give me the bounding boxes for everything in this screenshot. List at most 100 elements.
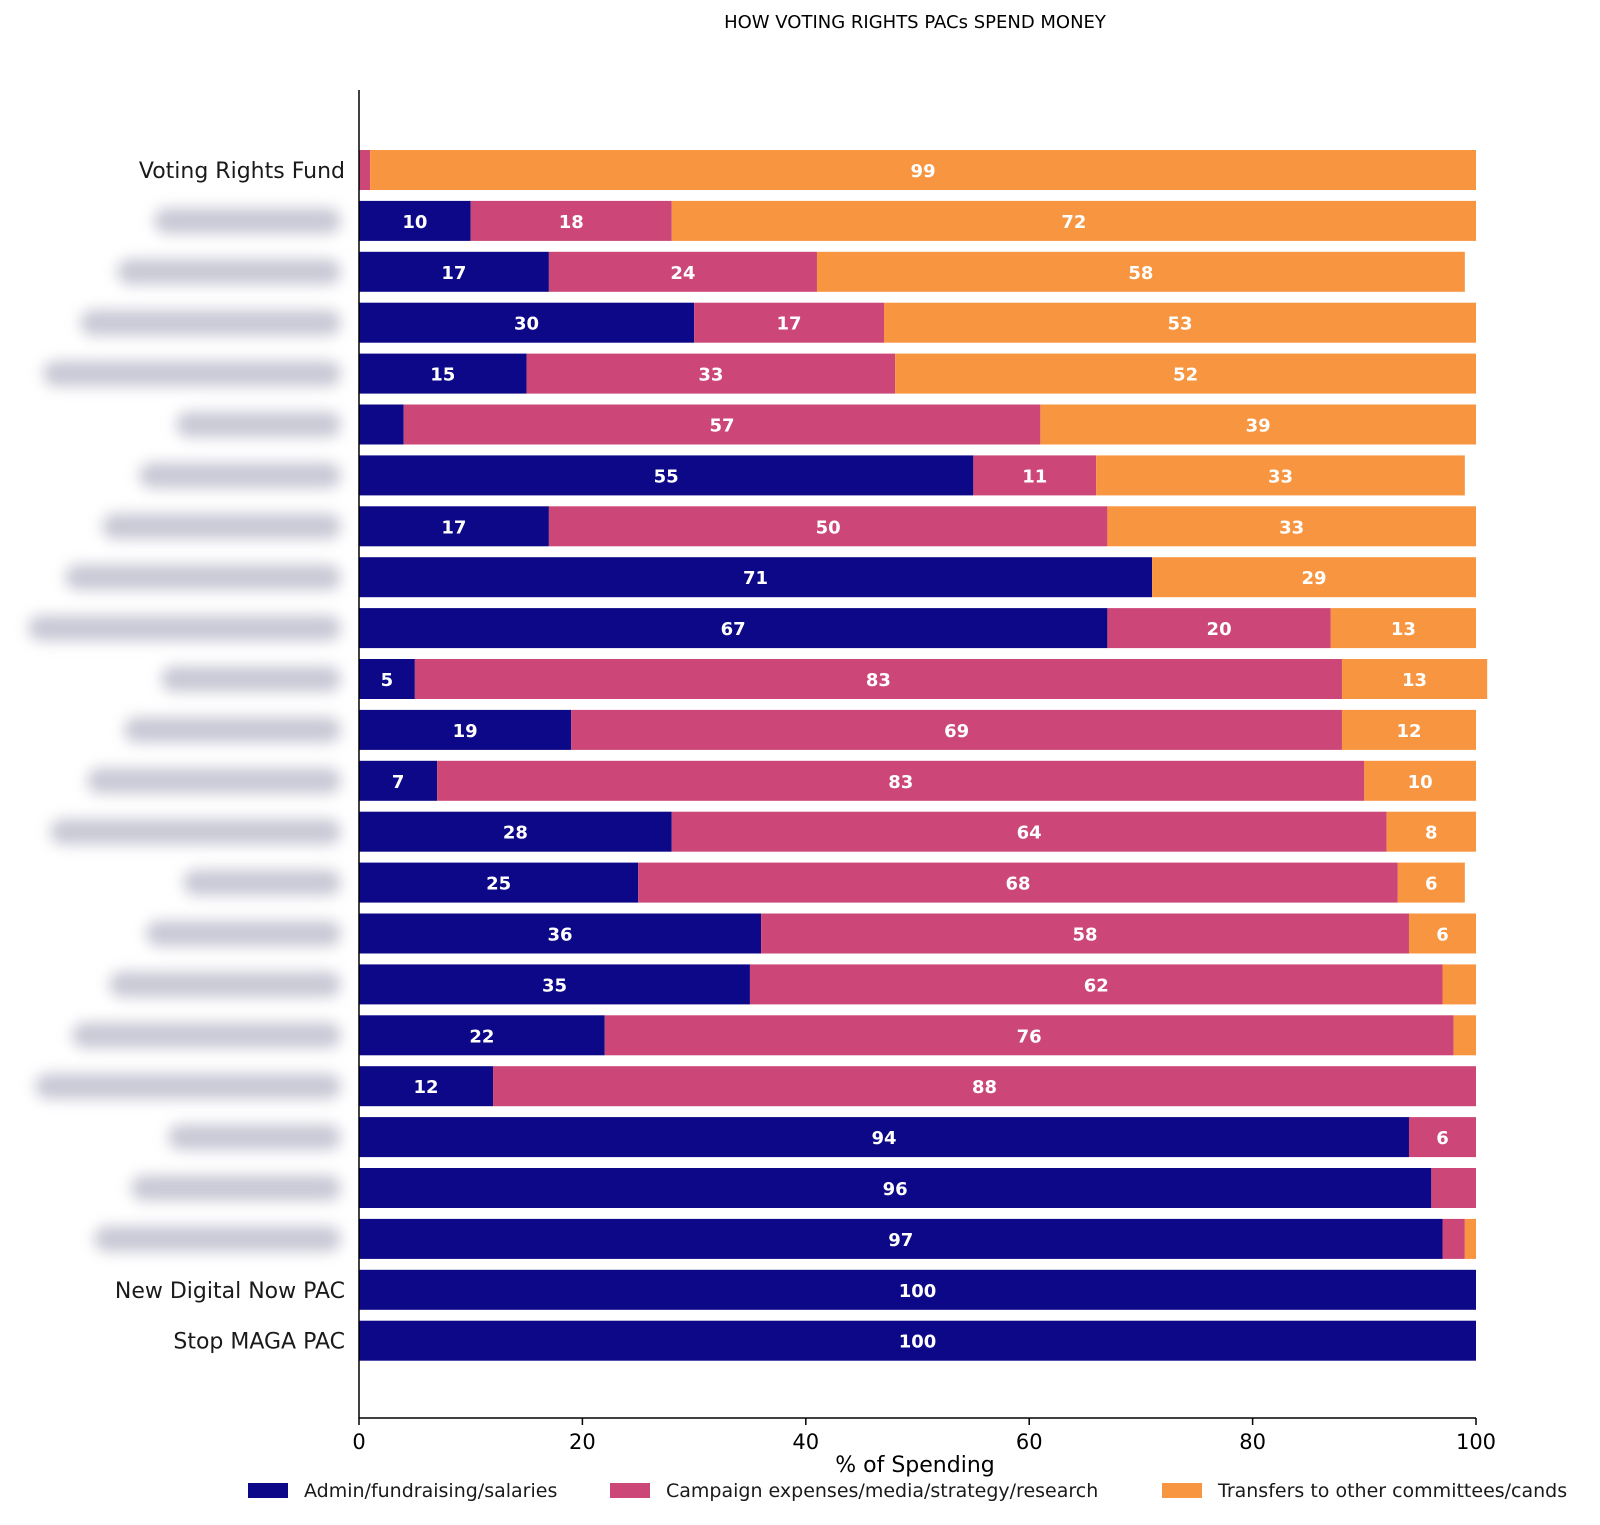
x-axis-label: % of Spending: [835, 1453, 995, 1478]
bar-segment-1-row-17: [359, 964, 750, 1005]
bar-segment-1-row-18: [359, 1015, 605, 1056]
data-label: 96: [883, 1179, 908, 1200]
data-label: 50: [816, 517, 841, 538]
data-label: 55: [654, 466, 679, 487]
data-label: 72: [1061, 212, 1086, 233]
bar-segment-2-row-14: [671, 811, 1387, 852]
data-label: 71: [743, 568, 768, 589]
bar-segment-2-row-5: [526, 353, 896, 394]
bar-segment-1-row-9: [359, 557, 1153, 598]
x-tick-label: 40: [792, 1430, 819, 1454]
data-label: 68: [1005, 874, 1030, 895]
bar-segment-2-row-15: [638, 862, 1398, 903]
data-label: 99: [911, 161, 936, 182]
category-label-redacted: [168, 1124, 341, 1151]
bar-segment-3-row-10: [1330, 608, 1476, 649]
bar-segment-3-row-5: [895, 353, 1476, 394]
data-label: 22: [469, 1026, 494, 1047]
data-label: 52: [1173, 365, 1198, 386]
data-label: 94: [871, 1128, 896, 1149]
legend: Admin/fundraising/salaries Campaign expen…: [248, 1480, 1567, 1502]
bar-segment-3-row-4: [883, 302, 1476, 343]
bar-segment-1-row-20: [359, 1117, 1409, 1158]
bar-segment-3-row-9: [1152, 557, 1476, 598]
data-label: 30: [514, 314, 539, 335]
legend-entry: Admin/fundraising/salaries: [304, 1480, 557, 1502]
bar-segment-1-row-7: [359, 455, 974, 496]
bar-segment-2-row-1: [359, 150, 371, 190]
bar-segment-1-row-5: [359, 353, 527, 394]
bar-segment-1-row-15: [359, 862, 639, 903]
legend-swatch: [248, 1483, 288, 1498]
data-label: 69: [944, 721, 969, 742]
x-tick-label: 80: [1239, 1430, 1266, 1454]
bar-segment-3-row-8: [1107, 506, 1476, 547]
bar-segment-1-row-4: [359, 302, 695, 343]
category-label-redacted: [102, 513, 341, 540]
bar-segment-1-row-8: [359, 506, 549, 547]
data-label: 17: [441, 263, 466, 284]
bar-segment-3-row-3: [816, 251, 1465, 292]
data-label: 29: [1302, 568, 1327, 589]
category-label-redacted: [146, 920, 341, 947]
category-labels: Voting Rights Fund New Digital Now PAC Sto…: [28, 159, 345, 1355]
category-label-redacted: [43, 360, 341, 387]
category-label: Stop MAGA PAC: [173, 1330, 345, 1355]
data-label: 8: [1425, 823, 1438, 844]
data-label: 33: [1279, 517, 1304, 538]
data-label: 39: [1246, 416, 1271, 437]
bar-segment-1-row-10: [359, 608, 1108, 649]
data-label: 53: [1167, 314, 1192, 335]
category-label-redacted: [72, 1022, 341, 1049]
bar-segment-1-row-13: [359, 760, 438, 801]
legend-swatch: [610, 1483, 650, 1498]
data-label: 17: [777, 314, 802, 335]
bar-segment-3-row-18: [1453, 1015, 1476, 1056]
data-label: 88: [972, 1077, 997, 1098]
data-label: 12: [1396, 721, 1421, 742]
legend-swatch: [1162, 1483, 1202, 1498]
x-tick-label: 60: [1016, 1430, 1043, 1454]
data-label: 6: [1425, 874, 1438, 895]
data-label: 7: [392, 772, 405, 793]
data-label: 100: [899, 1332, 937, 1353]
bar-segment-2-row-11: [414, 659, 1342, 699]
data-label: 33: [1268, 466, 1293, 487]
category-label-redacted: [65, 564, 341, 591]
bar-segment-2-row-19: [493, 1066, 1476, 1107]
data-label: 25: [486, 874, 511, 895]
category-label-redacted: [139, 462, 341, 489]
category-label-redacted: [94, 1225, 341, 1252]
data-label: 15: [430, 365, 455, 386]
bar-segment-3-row-15: [1397, 862, 1465, 903]
bar-segment-1-row-12: [359, 709, 572, 750]
chart-title: HOW VOTING RIGHTS PACs SPEND MONEY: [724, 12, 1107, 33]
bar-segment-3-row-12: [1341, 709, 1476, 750]
data-label: 33: [698, 365, 723, 386]
data-label: 5: [381, 670, 394, 691]
bar-segment-2-row-17: [749, 964, 1443, 1005]
category-label: Voting Rights Fund: [139, 159, 345, 184]
data-label: 13: [1391, 619, 1416, 640]
category-label: New Digital Now PAC: [115, 1279, 345, 1304]
data-label: 24: [670, 263, 695, 284]
bar-segment-3-row-2: [671, 200, 1476, 241]
bar-segment-1-row-3: [359, 251, 549, 292]
bar-segment-2-row-21: [1431, 1168, 1476, 1208]
category-label-redacted: [28, 615, 341, 642]
legend-entry: Campaign expenses/media/strategy/researc…: [666, 1480, 1098, 1502]
x-tick-label: 0: [352, 1430, 365, 1454]
bar-segment-2-row-13: [437, 760, 1365, 801]
data-label: 19: [453, 721, 478, 742]
bar-segment-3-row-22: [1464, 1218, 1476, 1259]
data-label: 10: [402, 212, 427, 233]
x-tick-label: 100: [1456, 1430, 1496, 1454]
category-label-redacted: [154, 207, 341, 234]
category-label-redacted: [131, 1175, 341, 1201]
x-tick-label: 20: [569, 1430, 596, 1454]
data-label: 57: [709, 416, 734, 437]
data-label: 58: [1128, 263, 1153, 284]
bar-segment-1-row-11: [359, 659, 415, 699]
